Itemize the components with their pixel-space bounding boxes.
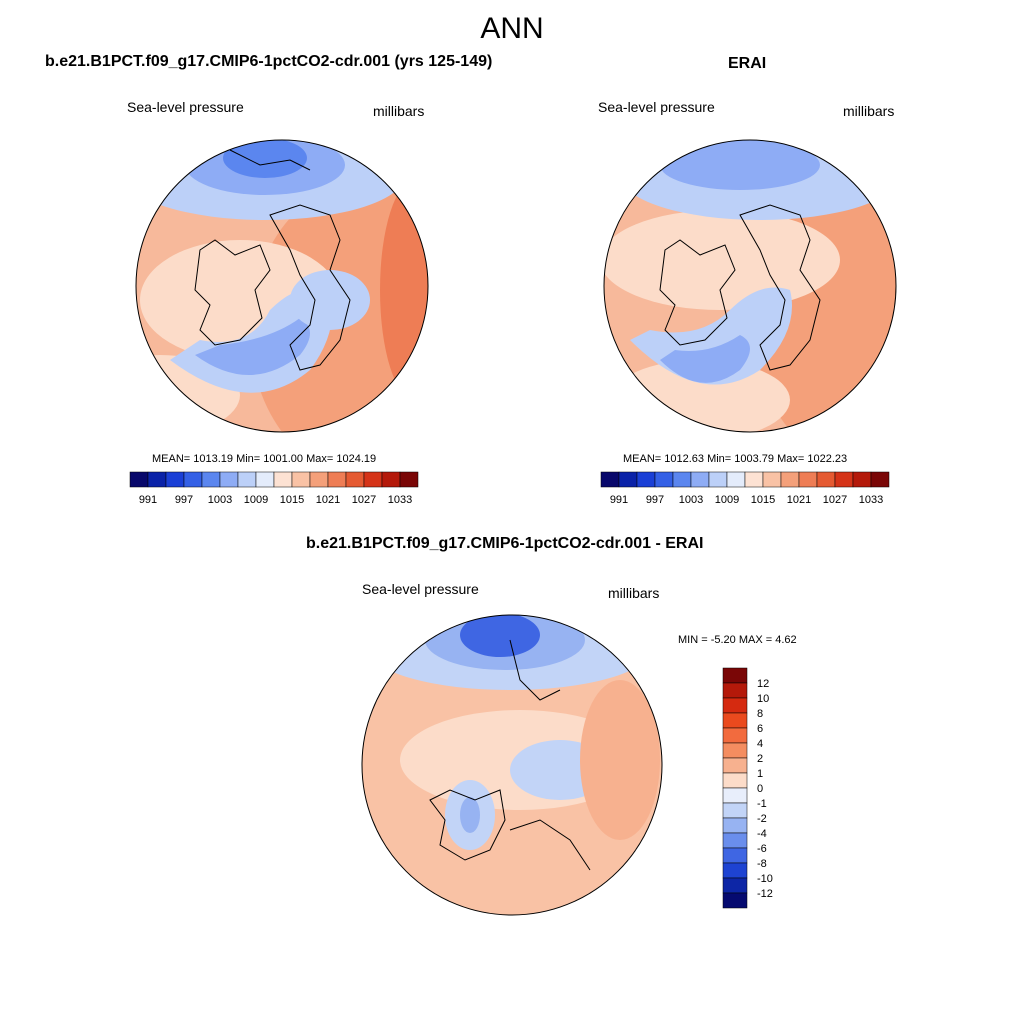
panel-1-units: millibars (373, 103, 425, 119)
colorbar-tick-label: 1027 (823, 494, 847, 506)
panel-2-units: millibars (843, 103, 895, 119)
panel-3-title: b.e21.B1PCT.f09_g17.CMIP6-1pctCO2-cdr.00… (306, 535, 704, 552)
colorbar-swatch (722, 682, 748, 699)
colorbar-swatch (722, 772, 748, 789)
colorbar-tick-label: 1003 (679, 494, 703, 506)
panel-1-title: b.e21.B1PCT.f09_g17.CMIP6-1pctCO2-cdr.00… (45, 53, 493, 70)
figure-title: ANN (480, 12, 544, 45)
colorbar-swatch (722, 892, 748, 909)
colorbar-swatch (722, 802, 748, 819)
panel-2-colorbar: 991 997 1003 1009 1015 1021 1027 1033 (600, 471, 890, 506)
colorbar-tick-label: 2 (757, 753, 763, 765)
panel-3-stats: MIN = -5.20 MAX = 4.62 (678, 634, 797, 646)
colorbar-tick-label: 6 (757, 723, 763, 735)
colorbar-tick-label: 991 (139, 494, 157, 506)
colorbar-swatch (870, 471, 890, 488)
colorbar-tick-label: 1033 (859, 494, 883, 506)
colorbar-tick-label: 1021 (316, 494, 340, 506)
colorbar-tick-label: 997 (175, 494, 193, 506)
colorbar-swatch (722, 832, 748, 849)
colorbar-swatch (722, 757, 748, 774)
colorbar-tick-label: -12 (757, 888, 773, 900)
colorbar-tick-label: -10 (757, 873, 773, 885)
colorbar-swatch (722, 697, 748, 714)
colorbar-swatch (722, 742, 748, 759)
colorbar-tick-label: 12 (757, 678, 769, 690)
colorbar-tick-label: -8 (757, 858, 767, 870)
colorbar-tick-label: -2 (757, 813, 767, 825)
panel-3-units: millibars (608, 585, 660, 601)
colorbar-tick-label: 1027 (352, 494, 376, 506)
colorbar-tick-label: 8 (757, 708, 763, 720)
colorbar-tick-label: 4 (757, 738, 763, 750)
panel-2-stats: MEAN= 1012.63 Min= 1003.79 Max= 1022.23 (623, 453, 848, 465)
colorbar-tick-label: 0 (757, 783, 763, 795)
colorbar-swatch (399, 471, 419, 488)
colorbar-tick-label: -1 (757, 798, 767, 810)
colorbar-tick-label: -6 (757, 843, 767, 855)
panel-1-variable: Sea-level pressure (127, 99, 244, 115)
colorbar-swatch (722, 877, 748, 894)
colorbar-tick-label: -4 (757, 828, 767, 840)
colorbar-tick-label: 1009 (715, 494, 739, 506)
colorbar-tick-label: 10 (757, 693, 769, 705)
colorbar-tick-label: 1033 (388, 494, 412, 506)
colorbar-swatch (722, 862, 748, 879)
colorbar-tick-label: 1015 (751, 494, 775, 506)
panel-1-stats: MEAN= 1013.19 Min= 1001.00 Max= 1024.19 (152, 453, 377, 465)
colorbar-tick-label: 1009 (244, 494, 268, 506)
colorbar-tick-label: 1021 (787, 494, 811, 506)
colorbar-swatch (722, 787, 748, 804)
colorbar-swatch (722, 727, 748, 744)
colorbar-tick-label: 991 (610, 494, 628, 506)
colorbar-tick-label: 1003 (208, 494, 232, 506)
colorbar-swatch (722, 817, 748, 834)
panel-2-title: ERAI (728, 55, 767, 72)
colorbar-swatch (722, 667, 748, 684)
colorbar-tick-label: 1015 (280, 494, 304, 506)
panel-1-colorbar: 991 997 1003 1009 1015 1021 1027 1033 (129, 471, 419, 506)
colorbar-tick-label: 997 (646, 494, 664, 506)
colorbar-tick-label: 1 (757, 768, 763, 780)
colorbar-swatch (722, 847, 748, 864)
colorbar-swatch (722, 712, 748, 729)
panel-3-variable: Sea-level pressure (362, 581, 479, 597)
panel-2-variable: Sea-level pressure (598, 99, 715, 115)
